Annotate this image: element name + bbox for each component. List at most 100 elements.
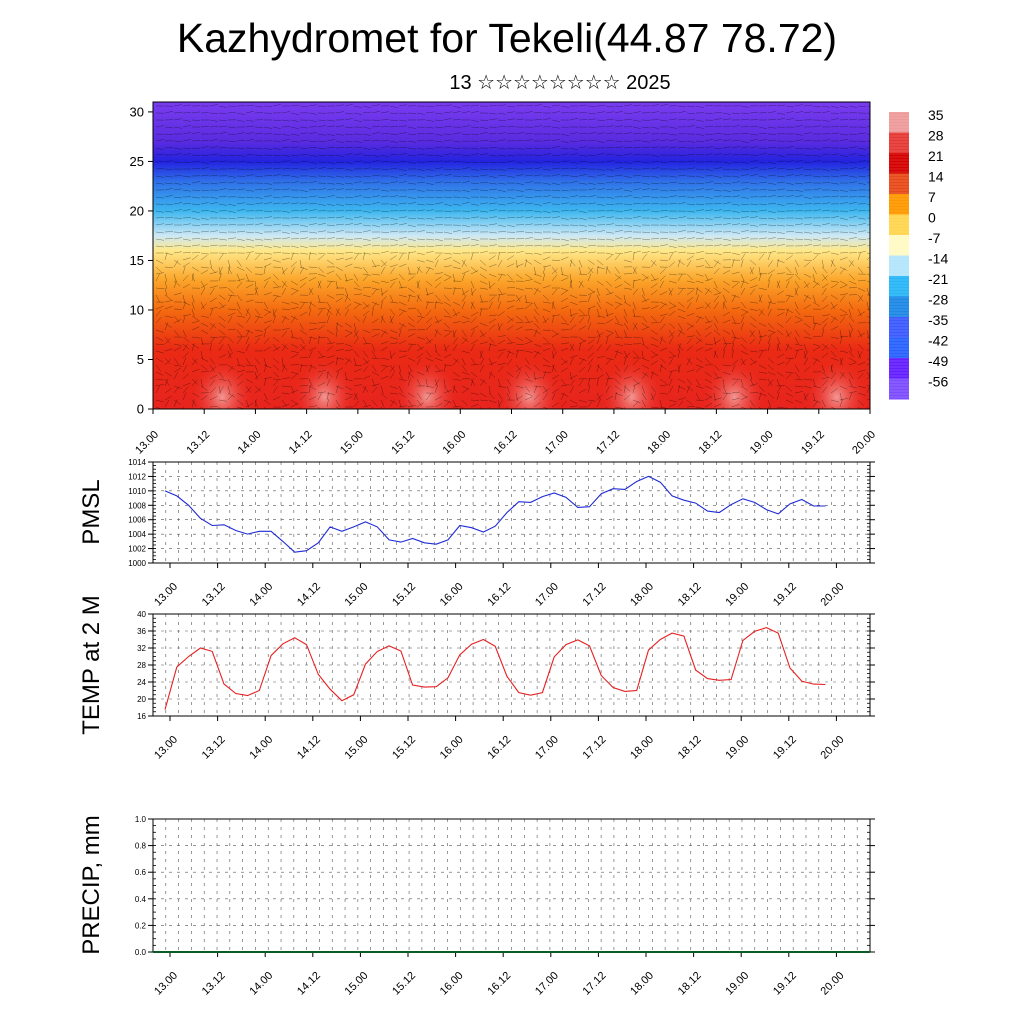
x-tick-label: 17.12 (581, 970, 609, 998)
colorbar-label: -14 (928, 251, 948, 267)
x-tick-label: 13.12 (184, 429, 212, 457)
y-tick-label: 40 (137, 610, 146, 619)
y-tick-label: 1010 (128, 487, 146, 496)
precip-panel: 0.0 0.2 0.4 0.6 0.8 1.0 13.00 13.12 14.00 14.12 15… (78, 815, 875, 998)
colorbar-swatch (889, 153, 909, 174)
x-tick-label: 17.00 (533, 581, 561, 609)
y-tick-label: 1008 (128, 501, 146, 510)
x-tick-label: 15.12 (390, 734, 418, 762)
x-tick-label: 20.00 (850, 429, 878, 457)
x-tick-label: 19.00 (723, 970, 751, 998)
colorbar-swatch (889, 317, 909, 338)
x-tick-label: 17.12 (581, 581, 609, 609)
panel-frame (152, 613, 871, 717)
colorbar-label: -42 (928, 333, 948, 349)
y-tick-label: 28 (137, 661, 146, 670)
y-tick-label: 10 (130, 302, 144, 317)
x-tick-label: 17.00 (533, 970, 561, 998)
heatmap-panel: 0 5 10 15 20 25 30 13.00 13.12 14.00 14.12 15.00 15.… (130, 101, 878, 457)
x-tick-label: 14.12 (287, 429, 315, 457)
x-tick-label: 17.12 (594, 429, 622, 457)
y-tick-label: 36 (137, 627, 146, 636)
y-tick-label: 0.2 (135, 921, 147, 930)
colorbar-label: 14 (928, 169, 944, 185)
x-tick-label: 16.12 (485, 734, 513, 762)
x-tick-label: 17.00 (543, 429, 571, 457)
x-tick-label: 20.00 (819, 581, 847, 609)
warm-spot (804, 359, 869, 409)
x-tick-label: 16.12 (492, 429, 520, 457)
y-tick-label: 16 (137, 712, 146, 721)
x-tick-label: 17.00 (533, 734, 561, 762)
x-tick-label: 13.12 (200, 581, 228, 609)
y-tick-label: 1.0 (135, 815, 147, 824)
colorbar-swatch (889, 132, 909, 154)
y-axis-label: PMSL (78, 479, 105, 544)
y-tick-label: 20 (130, 203, 144, 218)
colorbar-swatch (889, 112, 909, 133)
x-tick-label: 14.00 (247, 581, 275, 609)
x-tick-label: 19.00 (723, 581, 751, 609)
x-tick-label: 18.00 (645, 429, 673, 457)
y-tick-label: 1004 (128, 530, 146, 539)
y-tick-label: 0.6 (135, 868, 147, 877)
x-tick-label: 13.00 (152, 581, 180, 609)
colorbar-swatch (889, 255, 909, 277)
x-tick-label: 17.12 (581, 734, 609, 762)
y-tick-label: 5 (137, 352, 144, 367)
x-tick-label: 18.00 (628, 734, 656, 762)
x-tick-label: 19.12 (771, 581, 799, 609)
y-tick-label: 24 (137, 678, 146, 687)
x-tick-label: 20.00 (819, 734, 847, 762)
panel-frame (152, 461, 871, 564)
colorbar-label: -56 (928, 374, 948, 390)
colorbar-label: -35 (928, 312, 948, 328)
y-tick-label: 32 (137, 644, 146, 653)
x-tick-label: 15.12 (390, 581, 418, 609)
x-tick-label: 15.12 (390, 970, 418, 998)
colorbar-label: 21 (928, 148, 944, 164)
x-tick-label: 14.12 (295, 970, 323, 998)
x-tick-label: 18.00 (628, 970, 656, 998)
colorbar-label: -21 (928, 271, 948, 287)
x-tick-label: 16.12 (485, 970, 513, 998)
colorbar-swatch (889, 194, 909, 215)
y-tick-label: 20 (137, 695, 146, 704)
colorbar-label: 35 (928, 107, 944, 123)
x-tick-label: 19.12 (771, 970, 799, 998)
series-line (164, 475, 826, 553)
warm-spot (702, 359, 767, 409)
y-tick-label: 0 (137, 402, 144, 417)
y-tick-label: 1000 (128, 559, 146, 568)
x-tick-label: 16.00 (438, 581, 466, 609)
colorbar-swatch (889, 214, 909, 236)
colorbar-label: 28 (928, 128, 944, 144)
heatmap-fill (153, 102, 870, 409)
colorbar-swatch (889, 337, 909, 359)
heatmap-field (153, 102, 870, 409)
x-tick-label: 15.00 (343, 734, 371, 762)
colorbar-swatch (889, 378, 909, 400)
y-tick-label: 1012 (128, 472, 146, 481)
x-tick-label: 18.12 (676, 581, 704, 609)
x-tick-label: 18.12 (697, 429, 725, 457)
x-tick-label: 13.12 (200, 734, 228, 762)
colorbar-label: 0 (928, 210, 936, 226)
y-tick-label: 0.4 (135, 895, 147, 904)
pmsl-panel: 1000 1002 1004 1006 1008 1010 1012 1014 13.00 13.… (78, 458, 875, 609)
x-tick-label: 16.00 (438, 970, 466, 998)
colorbar-label: 7 (928, 189, 936, 205)
warm-spot (497, 359, 562, 409)
x-tick-label: 20.00 (819, 970, 847, 998)
y-axis-label: PRECIP, mm (78, 815, 105, 955)
x-tick-label: 16.12 (485, 581, 513, 609)
y-axis-label: TEMP at 2 M (78, 595, 105, 735)
x-tick-label: 15.00 (338, 429, 366, 457)
colorbar-swatch (889, 296, 909, 318)
x-tick-label: 14.00 (247, 970, 275, 998)
x-tick-label: 13.00 (133, 429, 161, 457)
x-tick-label: 18.12 (676, 734, 704, 762)
x-tick-label: 15.12 (389, 429, 417, 457)
y-tick-label: 25 (130, 154, 144, 169)
